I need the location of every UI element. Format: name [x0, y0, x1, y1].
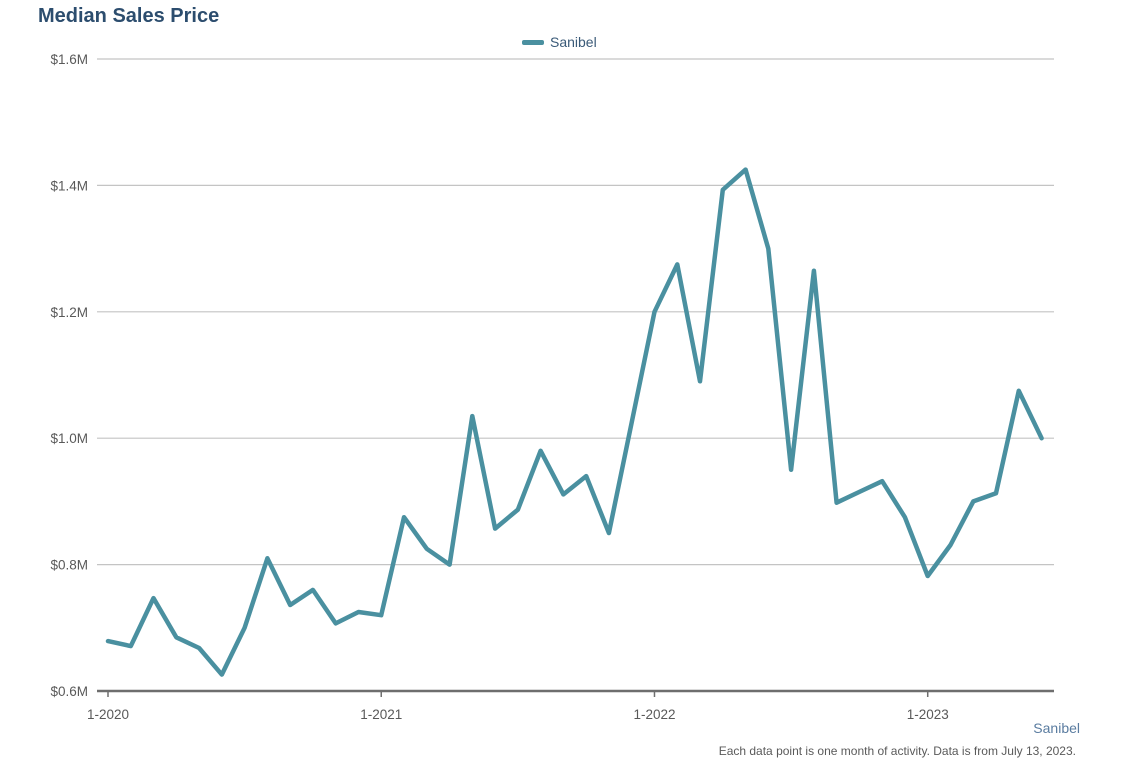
series-line-sanibel	[105, 167, 1044, 677]
y-axis-labels: $0.6M $0.8M $1.0M $1.2M $1.4M $1.6M	[50, 52, 88, 699]
x-tick-label: 1-2021	[360, 707, 402, 722]
legend-label: Sanibel	[550, 34, 597, 50]
x-tick-label: 1-2023	[907, 707, 949, 722]
x-axis	[97, 689, 1054, 697]
y-tick-label: $1.4M	[50, 178, 88, 193]
legend[interactable]: Sanibel	[522, 32, 597, 52]
chart-title: Median Sales Price	[38, 5, 220, 27]
grid-lines	[97, 58, 1054, 566]
x-axis-labels: 1-2020 1-2021 1-2022 1-2023	[87, 707, 949, 722]
x-tick-label: 1-2022	[633, 707, 675, 722]
series-layer	[105, 167, 1044, 677]
y-tick-label: $0.8M	[50, 558, 88, 573]
y-tick-label: $1.6M	[50, 52, 88, 67]
y-tick-label: $0.6M	[50, 684, 88, 699]
x-tick-label: 1-2020	[87, 707, 129, 722]
y-tick-label: $1.2M	[50, 305, 88, 320]
region-label: Sanibel	[1033, 720, 1080, 736]
legend-swatch	[522, 39, 544, 45]
y-tick-label: $1.0M	[50, 431, 88, 446]
footnote: Each data point is one month of activity…	[718, 744, 1076, 758]
